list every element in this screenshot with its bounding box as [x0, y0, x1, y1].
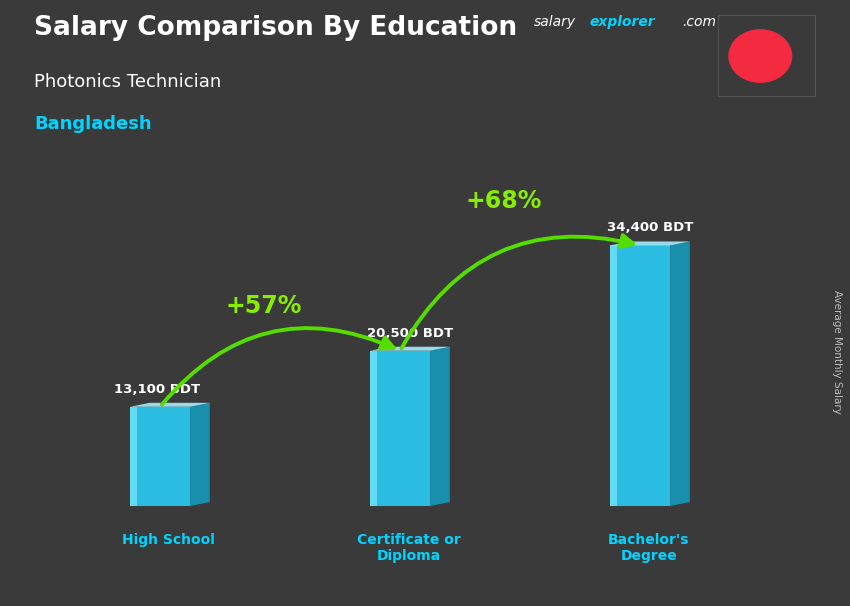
Polygon shape — [610, 245, 670, 506]
Text: Photonics Technician: Photonics Technician — [34, 73, 221, 91]
Text: 20,500 BDT: 20,500 BDT — [367, 327, 454, 339]
Text: salary: salary — [534, 15, 576, 29]
Text: +57%: +57% — [225, 294, 302, 318]
Polygon shape — [130, 403, 210, 407]
Text: .com: .com — [683, 15, 717, 29]
Text: High School: High School — [122, 533, 215, 547]
Polygon shape — [130, 407, 138, 506]
Text: Salary Comparison By Education: Salary Comparison By Education — [34, 15, 517, 41]
Text: Bangladesh: Bangladesh — [34, 115, 151, 133]
Polygon shape — [670, 241, 690, 506]
Text: 13,100 BDT: 13,100 BDT — [114, 382, 201, 396]
Text: Average Monthly Salary: Average Monthly Salary — [832, 290, 842, 413]
Text: explorer: explorer — [590, 15, 655, 29]
Text: Certificate or
Diploma: Certificate or Diploma — [357, 533, 461, 563]
Polygon shape — [130, 407, 190, 506]
Text: +68%: +68% — [466, 189, 542, 213]
Polygon shape — [610, 241, 690, 245]
Polygon shape — [370, 351, 377, 506]
Circle shape — [729, 30, 791, 82]
Polygon shape — [370, 347, 450, 351]
Polygon shape — [430, 347, 450, 506]
Polygon shape — [190, 403, 210, 506]
Polygon shape — [370, 351, 430, 506]
Text: Bachelor's
Degree: Bachelor's Degree — [608, 533, 689, 563]
Polygon shape — [610, 245, 617, 506]
Text: 34,400 BDT: 34,400 BDT — [608, 221, 694, 235]
